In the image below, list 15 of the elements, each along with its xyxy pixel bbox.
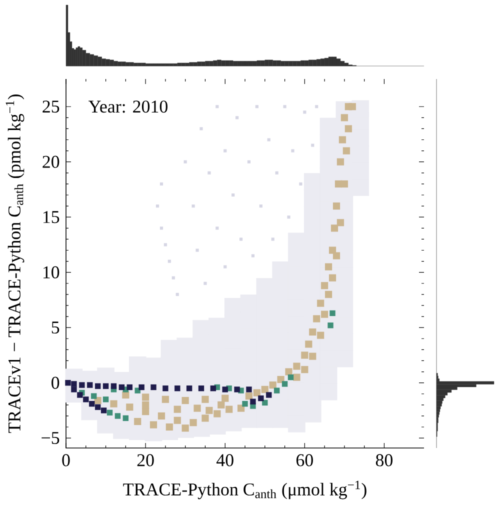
x-axis-title: TRACE-Python C$_{anth}$ (μmol kg$^{−1}$) [123,480,366,500]
y-tick-label: 0 [52,376,60,389]
y-tick-label: −5 [42,432,60,444]
x-tick-label: 40 [216,454,234,466]
y-tick-label: 5 [52,322,60,334]
y-tick-label: 20 [42,156,60,168]
annotation: Year: 2010 [88,100,168,113]
y-axis-title: TRACEv1 − TRACE-Python C$_{anth}$ (pmol kg$^{−1}$) [6,94,24,433]
x-tick-label: 80 [376,454,392,466]
x-tick-label: 20 [137,454,154,466]
y-tick-label: 10 [43,266,60,278]
y-tick-label: 15 [43,211,60,224]
x-tick-label: 60 [296,454,313,466]
x-tick-label: 0 [62,454,70,466]
y-tick-label: 25 [42,100,60,113]
